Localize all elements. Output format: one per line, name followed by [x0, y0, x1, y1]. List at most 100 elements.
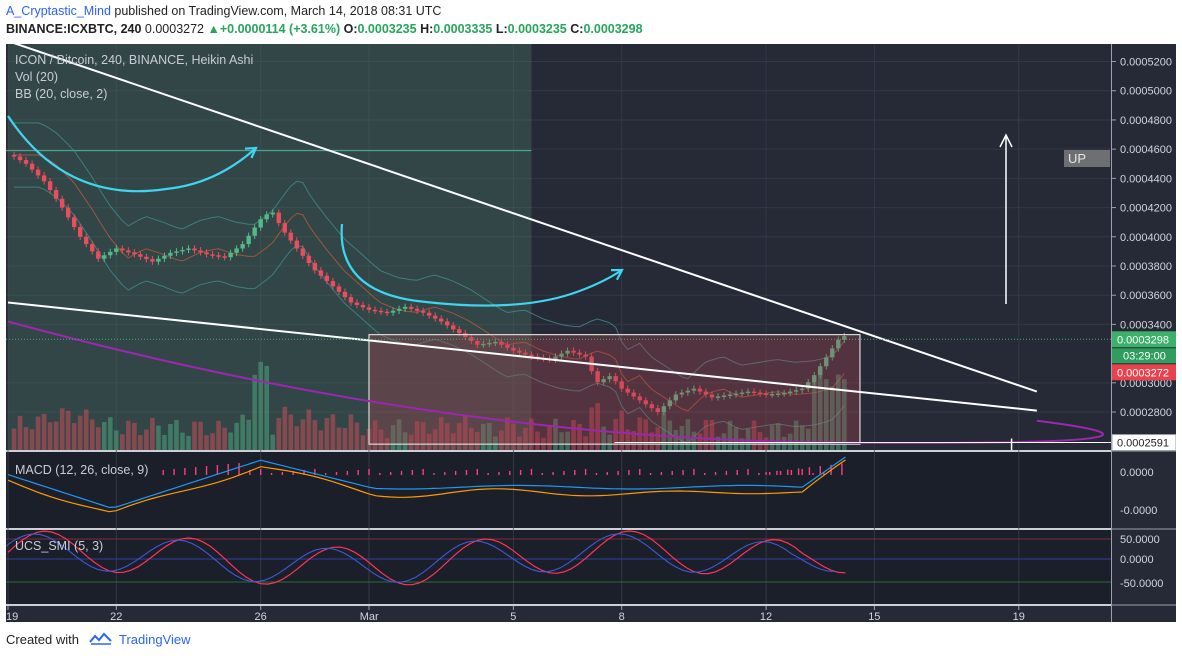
- bollinger-lower: [14, 186, 845, 444]
- candle-body: [727, 394, 733, 397]
- chart-canvas[interactable]: UP 0.0005200 0.0005000 0.0004800 0.0004600 0.…: [6, 44, 1176, 622]
- volume-bar: [426, 433, 432, 450]
- volume-bar: [342, 427, 348, 450]
- time-tick-label: 12: [760, 611, 772, 622]
- volume-bar: [721, 433, 727, 450]
- price-tick-label: 0.0003600: [1120, 290, 1172, 302]
- tradingview-link[interactable]: TradingView: [119, 632, 191, 647]
- candle-body: [697, 388, 703, 392]
- volume-bar: [607, 434, 612, 450]
- candle-body: [565, 350, 570, 354]
- candle-body: [715, 396, 721, 398]
- volume-bar: [529, 418, 534, 450]
- candle-body: [625, 388, 630, 393]
- candle-body: [168, 252, 173, 256]
- bollinger-upper: [14, 122, 845, 380]
- smi-tick-label: 50.0000: [1120, 534, 1160, 546]
- volume-bar: [378, 429, 384, 450]
- candle-body: [619, 381, 624, 389]
- candle-body: [384, 311, 390, 314]
- candle-body: [824, 357, 829, 367]
- volume-bar: [83, 409, 89, 450]
- price-tick-label: 0.0003400: [1120, 319, 1172, 331]
- volume-bar: [649, 432, 655, 450]
- volume-bar: [348, 414, 354, 450]
- volume-bar: [601, 426, 606, 450]
- candle-body: [71, 217, 77, 228]
- candle-body: [390, 310, 396, 313]
- candle-body: [162, 255, 167, 259]
- volume-bar: [456, 423, 462, 450]
- volume-bar: [288, 414, 294, 450]
- volume-bar: [493, 436, 498, 450]
- smi-title: UCS_SMI (5, 3): [15, 539, 104, 553]
- macd-signal-line: [7, 459, 846, 513]
- chart-area[interactable]: UP 0.0005200 0.0005000 0.0004800 0.0004600 0.…: [6, 44, 1176, 622]
- volume-bar: [354, 422, 360, 450]
- candle-body: [432, 315, 438, 319]
- candle-body: [192, 248, 197, 251]
- volume-bar: [769, 425, 775, 450]
- volume-bar: [631, 430, 637, 450]
- volume-bar: [709, 420, 715, 450]
- volume-bar: [180, 432, 185, 450]
- candle-body: [830, 348, 835, 358]
- candle-body: [685, 390, 691, 393]
- volume-bar: [505, 417, 510, 450]
- candle-body: [342, 291, 348, 298]
- candle-body: [11, 154, 17, 157]
- candle-body: [198, 250, 203, 253]
- candle-body: [300, 248, 306, 256]
- volume-bar: [282, 406, 288, 450]
- volume-bar: [17, 415, 23, 450]
- price-tick-label: 0.0003800: [1120, 261, 1172, 273]
- countdown-box: [1112, 348, 1176, 364]
- volume-bar: [402, 432, 408, 450]
- volume-bar: [11, 428, 17, 450]
- volume-bar: [487, 422, 492, 450]
- candle-body: [505, 344, 510, 348]
- volume-bar: [23, 427, 29, 450]
- candle-body: [414, 308, 420, 311]
- volume-bar: [420, 422, 426, 450]
- volume-bar: [661, 412, 667, 450]
- time-axis-bg: [6, 606, 1111, 622]
- volume-bar: [547, 424, 552, 450]
- volume-bar: [691, 431, 697, 450]
- author-link[interactable]: A_Cryptastic_Mind: [6, 4, 111, 18]
- candle-body: [378, 310, 384, 313]
- candle-body: [643, 400, 648, 405]
- candle-body: [312, 263, 318, 271]
- volume-bar: [192, 421, 197, 450]
- volume-bar: [817, 368, 823, 450]
- volume-bar: [318, 430, 324, 450]
- low-value: 0.0003235: [507, 22, 567, 36]
- candle-body: [751, 391, 757, 394]
- time-tick-label: 19: [6, 611, 18, 622]
- cyan-arrow-right-head: [610, 268, 624, 281]
- smi-tick-label: 0.0000: [1120, 554, 1154, 566]
- volume-bar: [703, 420, 709, 450]
- volume-bar: [450, 433, 456, 450]
- cyan-arrow-left: [7, 115, 257, 193]
- volume-bar: [432, 429, 438, 450]
- volume-bar: [162, 434, 167, 450]
- candle-body: [426, 312, 432, 316]
- price-tick-label: 0.0004800: [1120, 115, 1172, 127]
- volume-bar: [264, 365, 270, 450]
- volume-bar: [198, 421, 203, 450]
- volume-bar: [71, 422, 77, 450]
- candle-body: [402, 306, 408, 309]
- volume-bar: [276, 418, 282, 450]
- time-tick-label: 8: [619, 611, 625, 622]
- tradingview-logo-icon: [88, 632, 112, 645]
- candle-body: [276, 212, 281, 224]
- candle-body: [366, 307, 372, 310]
- volume-bar: [89, 419, 95, 450]
- candle-body: [234, 248, 239, 253]
- volume-bar: [53, 421, 59, 450]
- candle-body: [445, 321, 450, 326]
- price-tick-label: 0.0002800: [1120, 407, 1172, 419]
- volume-bar: [613, 418, 618, 450]
- volume-bar: [228, 432, 233, 450]
